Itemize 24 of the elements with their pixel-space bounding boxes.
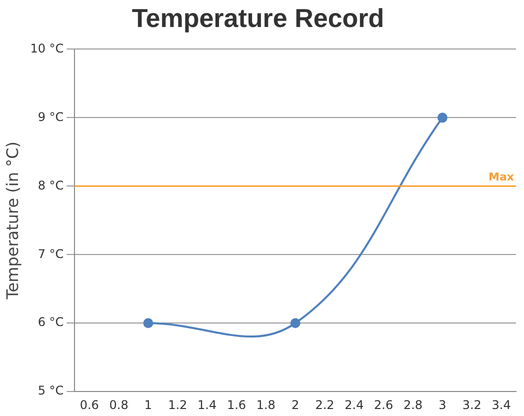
x-tick-label: 2.8	[403, 398, 423, 412]
ref-line-label: Max	[488, 170, 514, 184]
x-tick-label: 0.8	[109, 398, 128, 412]
x-tick-label: 0.6	[80, 398, 99, 412]
x-tick-label: 1.4	[198, 398, 217, 412]
x-tick-label: 1.6	[226, 398, 246, 412]
y-tick-label: 9 °C	[38, 110, 64, 124]
y-tick-label: 8 °C	[38, 178, 64, 192]
x-tick-label: 1.8	[256, 398, 276, 412]
y-tick-label: 5 °C	[38, 384, 64, 398]
x-tick-label: 3.4	[492, 398, 511, 412]
x-tick-label: 2.2	[315, 398, 334, 412]
x-tick-label: 2.4	[344, 398, 364, 412]
x-tick-label: 3.2	[462, 398, 482, 412]
y-tick-label: 7 °C	[38, 246, 64, 261]
y-tick-label: 6 °C	[38, 315, 64, 330]
x-tick-label: 2	[292, 398, 300, 412]
y-axis-title: Temperature (in °C)	[2, 142, 22, 300]
x-tick-label: 2.6	[374, 398, 394, 412]
y-tick-label: 10 °C	[30, 41, 64, 56]
x-tick-label: 1	[144, 398, 152, 412]
chart-title: Temperature Record	[132, 2, 384, 33]
x-tick-label: 3	[438, 398, 446, 412]
x-tick-label: 1.2	[168, 398, 188, 412]
